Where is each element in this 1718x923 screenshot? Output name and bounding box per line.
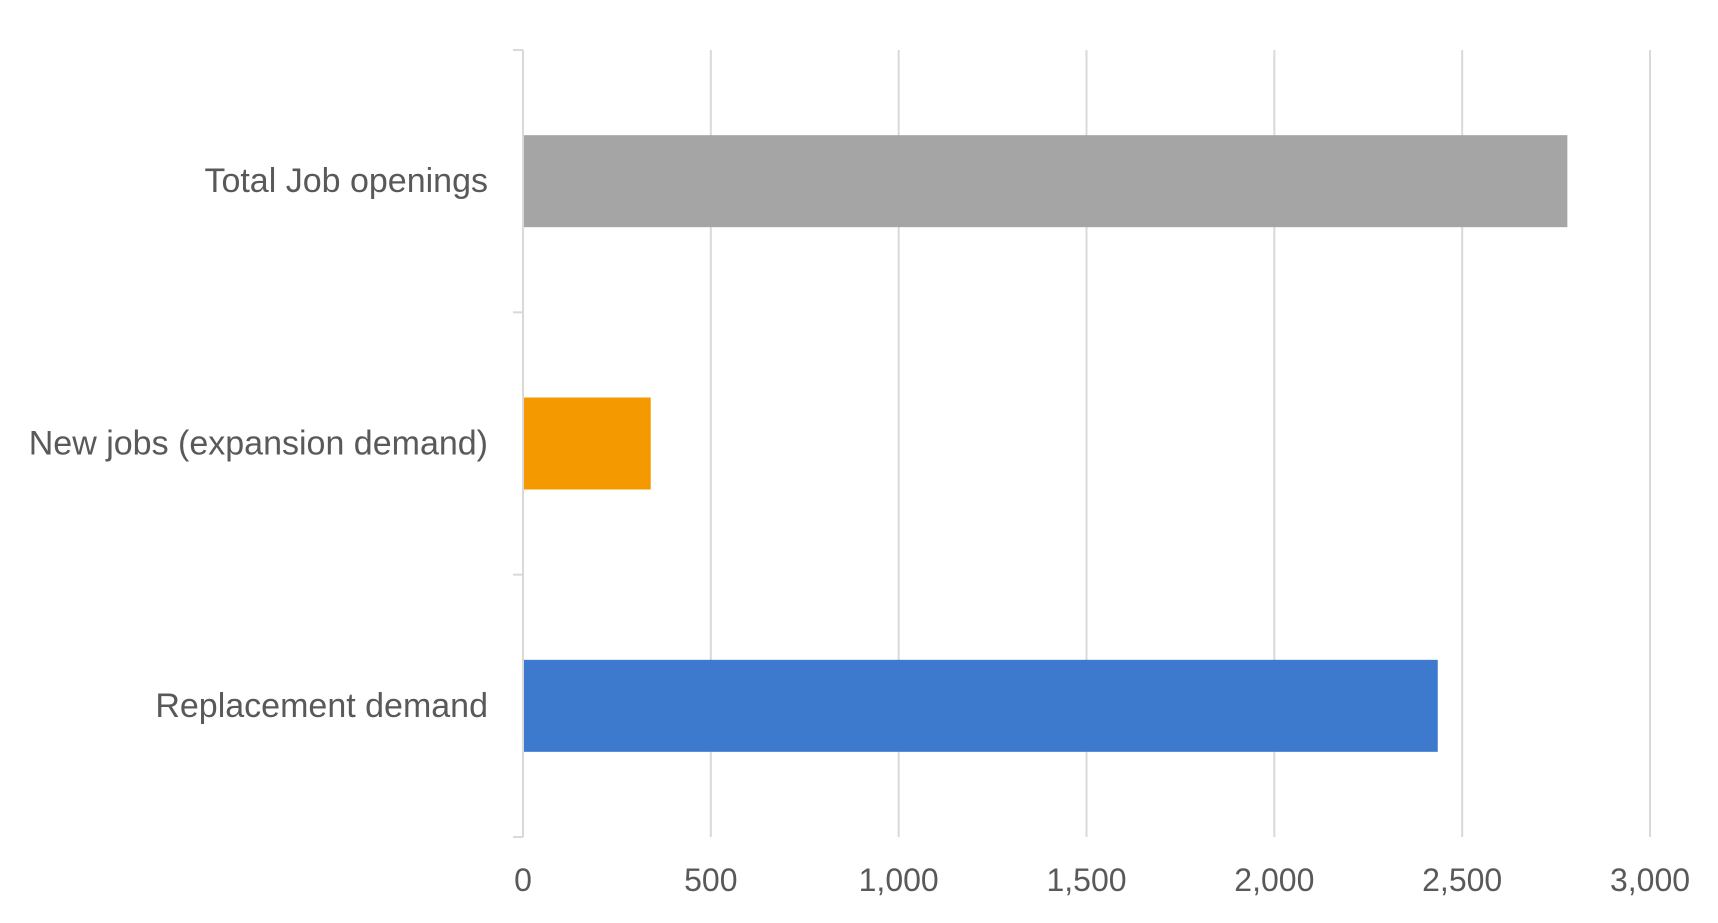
category-labels: Total Job openings New jobs (expansion de… <box>29 162 488 725</box>
x-tick-label: 3,000 <box>1610 862 1690 898</box>
bar <box>524 135 1568 228</box>
x-tick-label: 2,000 <box>1234 862 1314 898</box>
category-axis <box>513 49 524 838</box>
x-tick-label: 500 <box>684 862 737 898</box>
x-tick-label: 1,000 <box>859 862 939 898</box>
category-label: Total Job openings <box>204 162 488 200</box>
x-tick-label: 0 <box>514 862 532 898</box>
category-label: Replacement demand <box>155 687 488 725</box>
x-tick-label: 1,500 <box>1046 862 1126 898</box>
bars <box>524 135 1568 752</box>
x-tick-labels: 0 500 1,000 1,500 2,000 2,500 3,000 <box>514 862 1690 898</box>
x-tick-label: 2,500 <box>1422 862 1502 898</box>
category-label: New jobs (expansion demand) <box>29 425 488 463</box>
bar <box>524 659 1438 752</box>
bar <box>524 397 651 490</box>
